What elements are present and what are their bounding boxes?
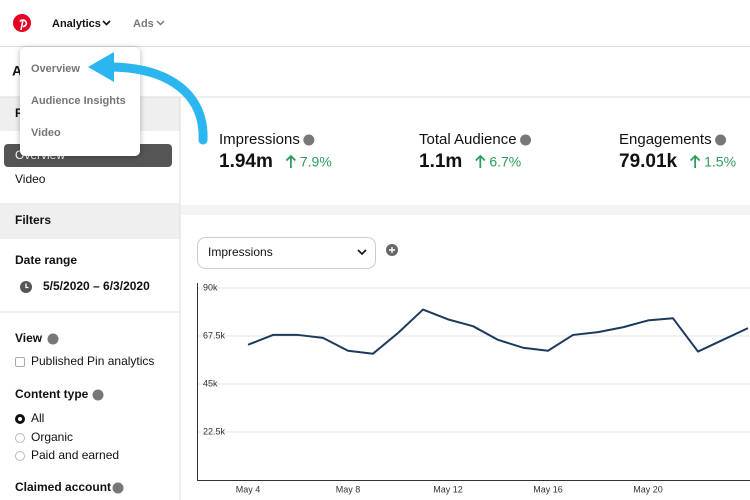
x-tick-label: May 12 — [433, 484, 463, 494]
date-range-label: Date range — [15, 253, 77, 267]
x-tick-label: May 20 — [633, 484, 663, 494]
view-option[interactable]: Published Pin analytics — [31, 354, 154, 368]
help-icon — [520, 134, 532, 146]
y-tick-label: 90k — [203, 282, 218, 292]
dropdown-item[interactable]: Video — [31, 127, 61, 139]
radio[interactable] — [15, 433, 25, 443]
up-arrow — [475, 154, 486, 168]
logo-mark — [19, 19, 28, 31]
metric-change: 7.9% — [300, 154, 332, 170]
dropdown-item[interactable]: Audience Insights — [31, 95, 126, 107]
select-chevron — [357, 249, 367, 256]
metric-change: 1.5% — [704, 154, 736, 170]
metric-label: Total Audience — [419, 131, 517, 148]
help-icon[interactable] — [112, 482, 124, 494]
radio-dot — [18, 417, 22, 421]
callout-arrowhead — [88, 52, 114, 82]
metric-label: Impressions — [219, 131, 300, 148]
dropdown-item[interactable]: Overview — [31, 63, 80, 75]
nav-bar — [0, 0, 750, 47]
up-arrow — [285, 154, 297, 168]
line-series — [247, 308, 749, 355]
radio[interactable] — [15, 451, 25, 461]
up-arrow — [689, 154, 701, 168]
content-type-option[interactable]: Paid and earned — [31, 448, 119, 462]
date-range-value[interactable]: 5/5/2020 – 6/3/2020 — [43, 279, 150, 293]
metric-select-text[interactable]: Impressions — [208, 245, 273, 259]
help-icon[interactable] — [47, 333, 59, 345]
y-tick-label: 67.5k — [203, 330, 226, 340]
nav-item[interactable]: Ads — [133, 18, 154, 30]
y-tick-label: 45k — [203, 378, 218, 388]
nav-chevron — [102, 20, 111, 26]
page-heading: A — [12, 63, 22, 79]
content-type-option[interactable]: Organic — [31, 430, 73, 444]
metric-value: 1.1m — [419, 151, 462, 172]
nav-chevron — [156, 20, 165, 26]
checkbox[interactable] — [15, 357, 25, 367]
claimed-account-label: Claimed account — [15, 480, 111, 494]
metrics-divider — [181, 205, 750, 215]
x-tick-label: May 16 — [533, 484, 563, 494]
filters-heading: Filters — [15, 213, 51, 227]
x-tick-label: May 8 — [336, 484, 361, 494]
metric-change: 6.7% — [489, 154, 521, 170]
metric-select[interactable] — [197, 237, 376, 269]
add-plus — [389, 247, 395, 253]
help-icon[interactable] — [92, 389, 104, 401]
report-item[interactable]: Video — [15, 172, 46, 186]
x-tick-label: May 4 — [236, 484, 261, 494]
nav-item[interactable]: Analytics — [52, 18, 101, 30]
help-icon — [303, 134, 315, 146]
callout-arrow — [107, 62, 208, 145]
view-label: View — [15, 331, 43, 345]
content-type-option[interactable]: All — [31, 411, 44, 425]
clock-hands — [25, 283, 29, 289]
y-tick-label: 22.5k — [203, 426, 226, 436]
metric-value: 79.01k — [619, 151, 678, 172]
metric-label: Engagements — [619, 131, 712, 148]
reports-heading: R — [15, 106, 24, 120]
filters-band — [0, 203, 180, 239]
metric-value: 1.94m — [219, 151, 273, 172]
content-type-label: Content type — [15, 387, 89, 401]
help-icon — [715, 134, 727, 146]
